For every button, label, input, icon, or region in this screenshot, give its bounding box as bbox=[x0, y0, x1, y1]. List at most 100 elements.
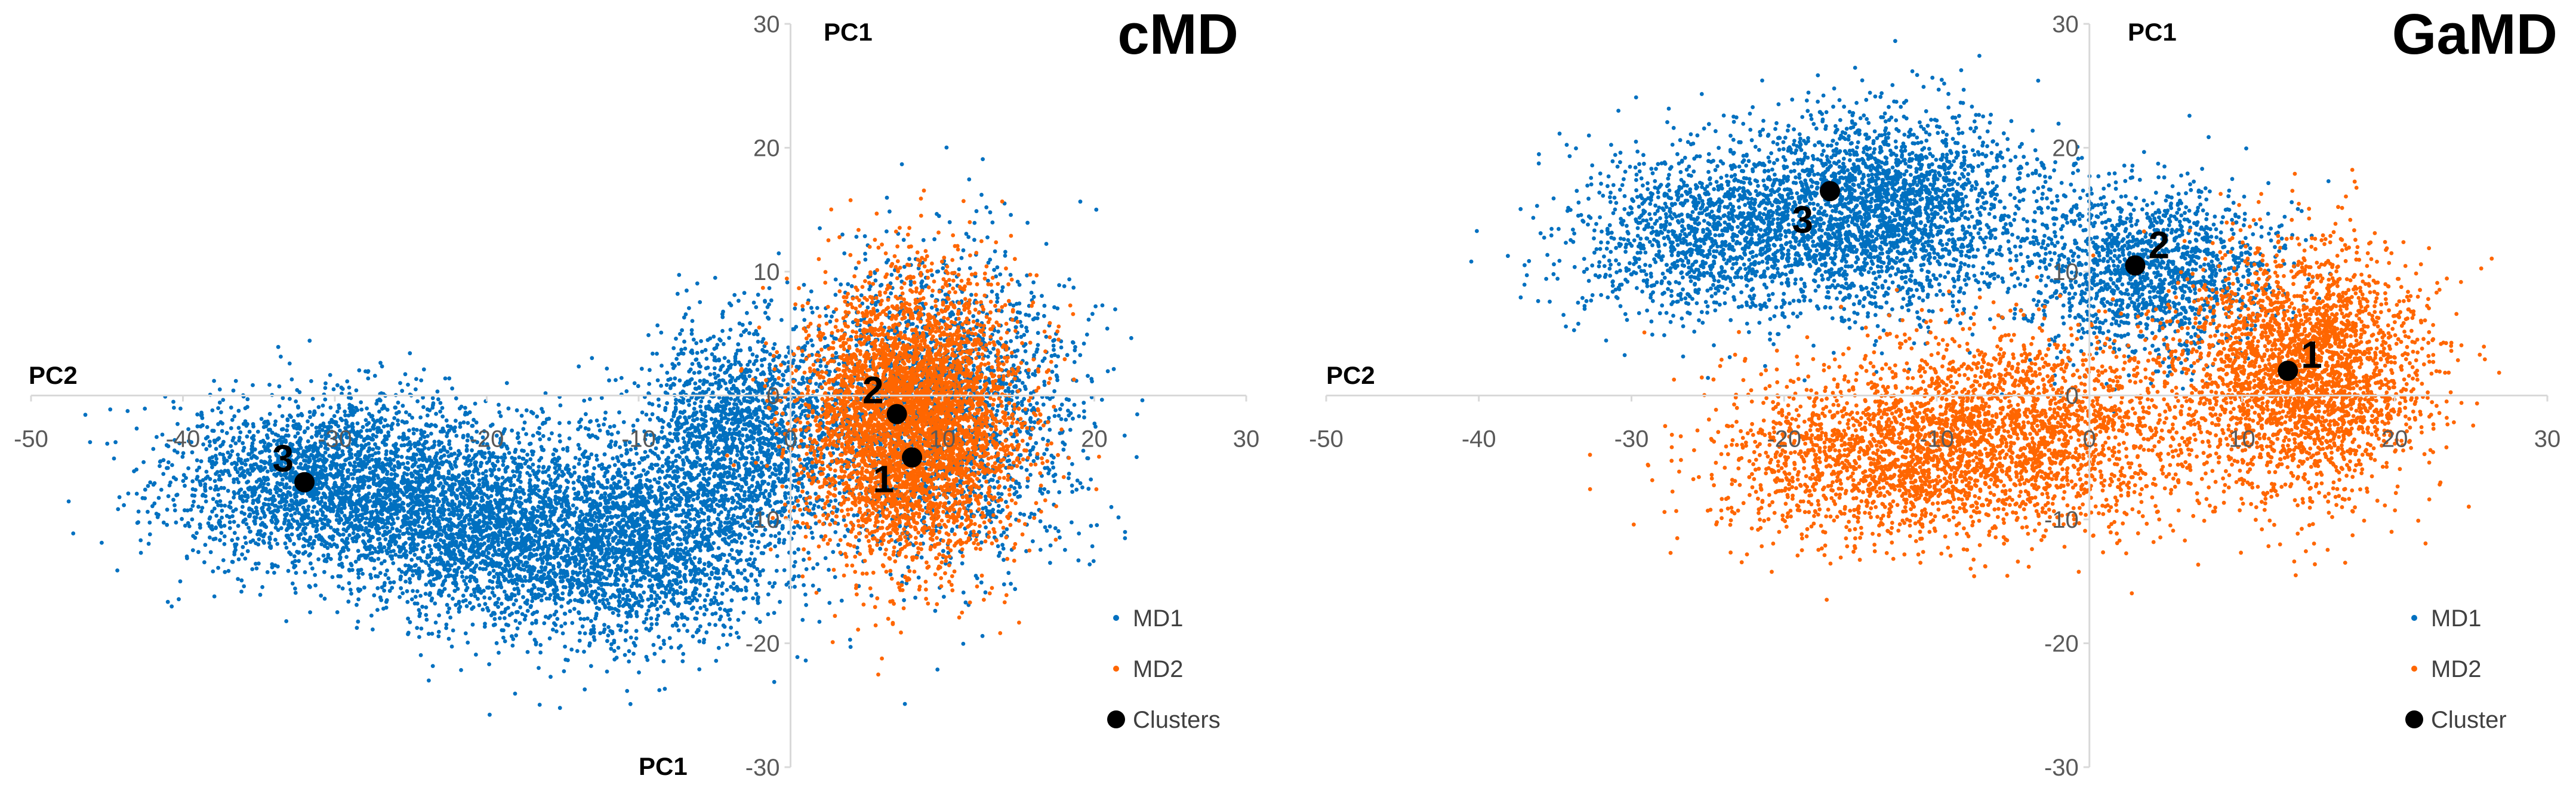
point-md1-1789 bbox=[245, 549, 250, 553]
point-md1-2808 bbox=[531, 583, 536, 587]
point-md1-1376 bbox=[292, 541, 296, 546]
point-md1-992 bbox=[414, 387, 418, 392]
point-md1-1651 bbox=[450, 386, 454, 391]
point-md1-2124 bbox=[224, 430, 229, 435]
point-md1-4850 bbox=[525, 650, 530, 654]
point-md1-2855 bbox=[346, 520, 350, 524]
point-md1-3675 bbox=[424, 582, 429, 587]
point-md1-1483 bbox=[434, 424, 438, 429]
point-md1-4659 bbox=[531, 527, 535, 531]
point-md1-1744 bbox=[273, 498, 277, 502]
point-md1-4499 bbox=[410, 474, 414, 479]
point-md1-2881 bbox=[359, 527, 364, 532]
point-md1-138 bbox=[287, 361, 292, 366]
point-md1-3731 bbox=[419, 559, 424, 563]
point-md1-2300 bbox=[298, 436, 303, 441]
point-md1-1394 bbox=[349, 506, 354, 510]
point-md1-4307 bbox=[467, 494, 472, 499]
point-md1-2214 bbox=[366, 441, 371, 446]
point-md1-3384 bbox=[501, 463, 506, 467]
point-md1-3893 bbox=[466, 557, 471, 562]
point-md1-3346 bbox=[355, 533, 360, 537]
point-md1-4984 bbox=[573, 598, 577, 602]
point-md1-4083 bbox=[415, 542, 420, 547]
point-md1-3329 bbox=[411, 573, 415, 578]
point-md1-4351 bbox=[490, 541, 495, 546]
point-md1-3132 bbox=[415, 589, 420, 593]
point-md1-3800 bbox=[507, 569, 512, 574]
point-md1-1518 bbox=[318, 517, 323, 521]
point-md1-3784 bbox=[515, 626, 520, 630]
point-md1-2380 bbox=[321, 553, 326, 558]
point-md1-3149 bbox=[397, 535, 402, 540]
point-md1-691 bbox=[355, 421, 360, 426]
point-md1-4412 bbox=[504, 487, 509, 491]
point-md1-971 bbox=[258, 516, 263, 521]
point-md1-2006 bbox=[359, 443, 363, 448]
point-md1-4596 bbox=[372, 472, 377, 477]
point-md1-1722 bbox=[412, 552, 417, 557]
point-md1-1638 bbox=[433, 538, 438, 543]
point-md1-1516 bbox=[454, 396, 458, 401]
point-md1-624 bbox=[288, 552, 293, 556]
point-md1-2546 bbox=[116, 507, 121, 512]
point-md1-3075 bbox=[374, 523, 379, 528]
point-md1-3620 bbox=[492, 593, 497, 598]
point-md1-886 bbox=[190, 517, 195, 522]
point-md1-4453 bbox=[420, 448, 425, 453]
point-md1-3590 bbox=[520, 456, 525, 461]
point-md1-2228 bbox=[338, 516, 343, 521]
point-md1-1437 bbox=[272, 503, 277, 508]
point-md1-1049 bbox=[295, 388, 300, 392]
point-md1-2082 bbox=[366, 484, 371, 489]
point-md1-2472 bbox=[147, 532, 152, 537]
point-md1-4004 bbox=[562, 574, 567, 579]
point-md1-1795 bbox=[386, 433, 391, 438]
point-md1-2475 bbox=[165, 522, 170, 527]
point-md1-4493 bbox=[457, 565, 461, 570]
point-md1-566 bbox=[216, 406, 220, 410]
point-md1-4091 bbox=[369, 613, 374, 618]
point-md1-2199 bbox=[136, 520, 141, 525]
point-md1-3309 bbox=[388, 489, 393, 494]
point-md1-3780 bbox=[368, 470, 372, 475]
point-md1-3545 bbox=[528, 457, 533, 461]
point-md1-4416 bbox=[536, 478, 541, 482]
point-md1-4121 bbox=[381, 607, 386, 611]
point-md1-3643 bbox=[384, 599, 389, 604]
point-md1-1028 bbox=[414, 377, 418, 381]
point-md1-2499 bbox=[325, 473, 329, 477]
point-md1-2608 bbox=[431, 403, 435, 408]
point-md1-3517 bbox=[433, 601, 437, 606]
point-md1-4500 bbox=[496, 534, 500, 538]
point-md1-926 bbox=[226, 488, 230, 493]
point-md1-1989 bbox=[286, 519, 291, 524]
point-md1-1492 bbox=[355, 457, 359, 461]
point-md1-1853 bbox=[344, 418, 348, 423]
point-md1-1882 bbox=[273, 525, 278, 530]
point-md1-2271 bbox=[314, 482, 318, 487]
point-md1-1075 bbox=[159, 488, 164, 492]
point-md1-3072 bbox=[500, 540, 504, 544]
point-md1-2141 bbox=[170, 463, 174, 467]
point-md1-1940 bbox=[208, 515, 212, 519]
point-md1-965 bbox=[238, 430, 243, 435]
point-md1-2772 bbox=[423, 457, 427, 461]
point-md1-4154 bbox=[466, 501, 471, 506]
point-md1-2556 bbox=[397, 435, 402, 440]
point-md1-1117 bbox=[260, 489, 264, 494]
point-md1-1135 bbox=[216, 493, 221, 497]
point-md1-2068 bbox=[220, 442, 225, 447]
point-md1-518 bbox=[193, 536, 198, 540]
point-md1-1704 bbox=[184, 476, 188, 480]
point-md1-3934 bbox=[381, 404, 386, 408]
point-md1-2205 bbox=[275, 486, 280, 491]
point-md1-4463 bbox=[529, 521, 534, 525]
point-md1-2446 bbox=[321, 510, 325, 515]
point-md1-2787 bbox=[517, 441, 522, 445]
point-md1-4531 bbox=[380, 465, 384, 470]
point-md1-3715 bbox=[426, 632, 431, 636]
point-md1-4052 bbox=[451, 532, 455, 537]
point-md1-1377 bbox=[281, 493, 285, 497]
point-md1-1408 bbox=[343, 463, 347, 467]
